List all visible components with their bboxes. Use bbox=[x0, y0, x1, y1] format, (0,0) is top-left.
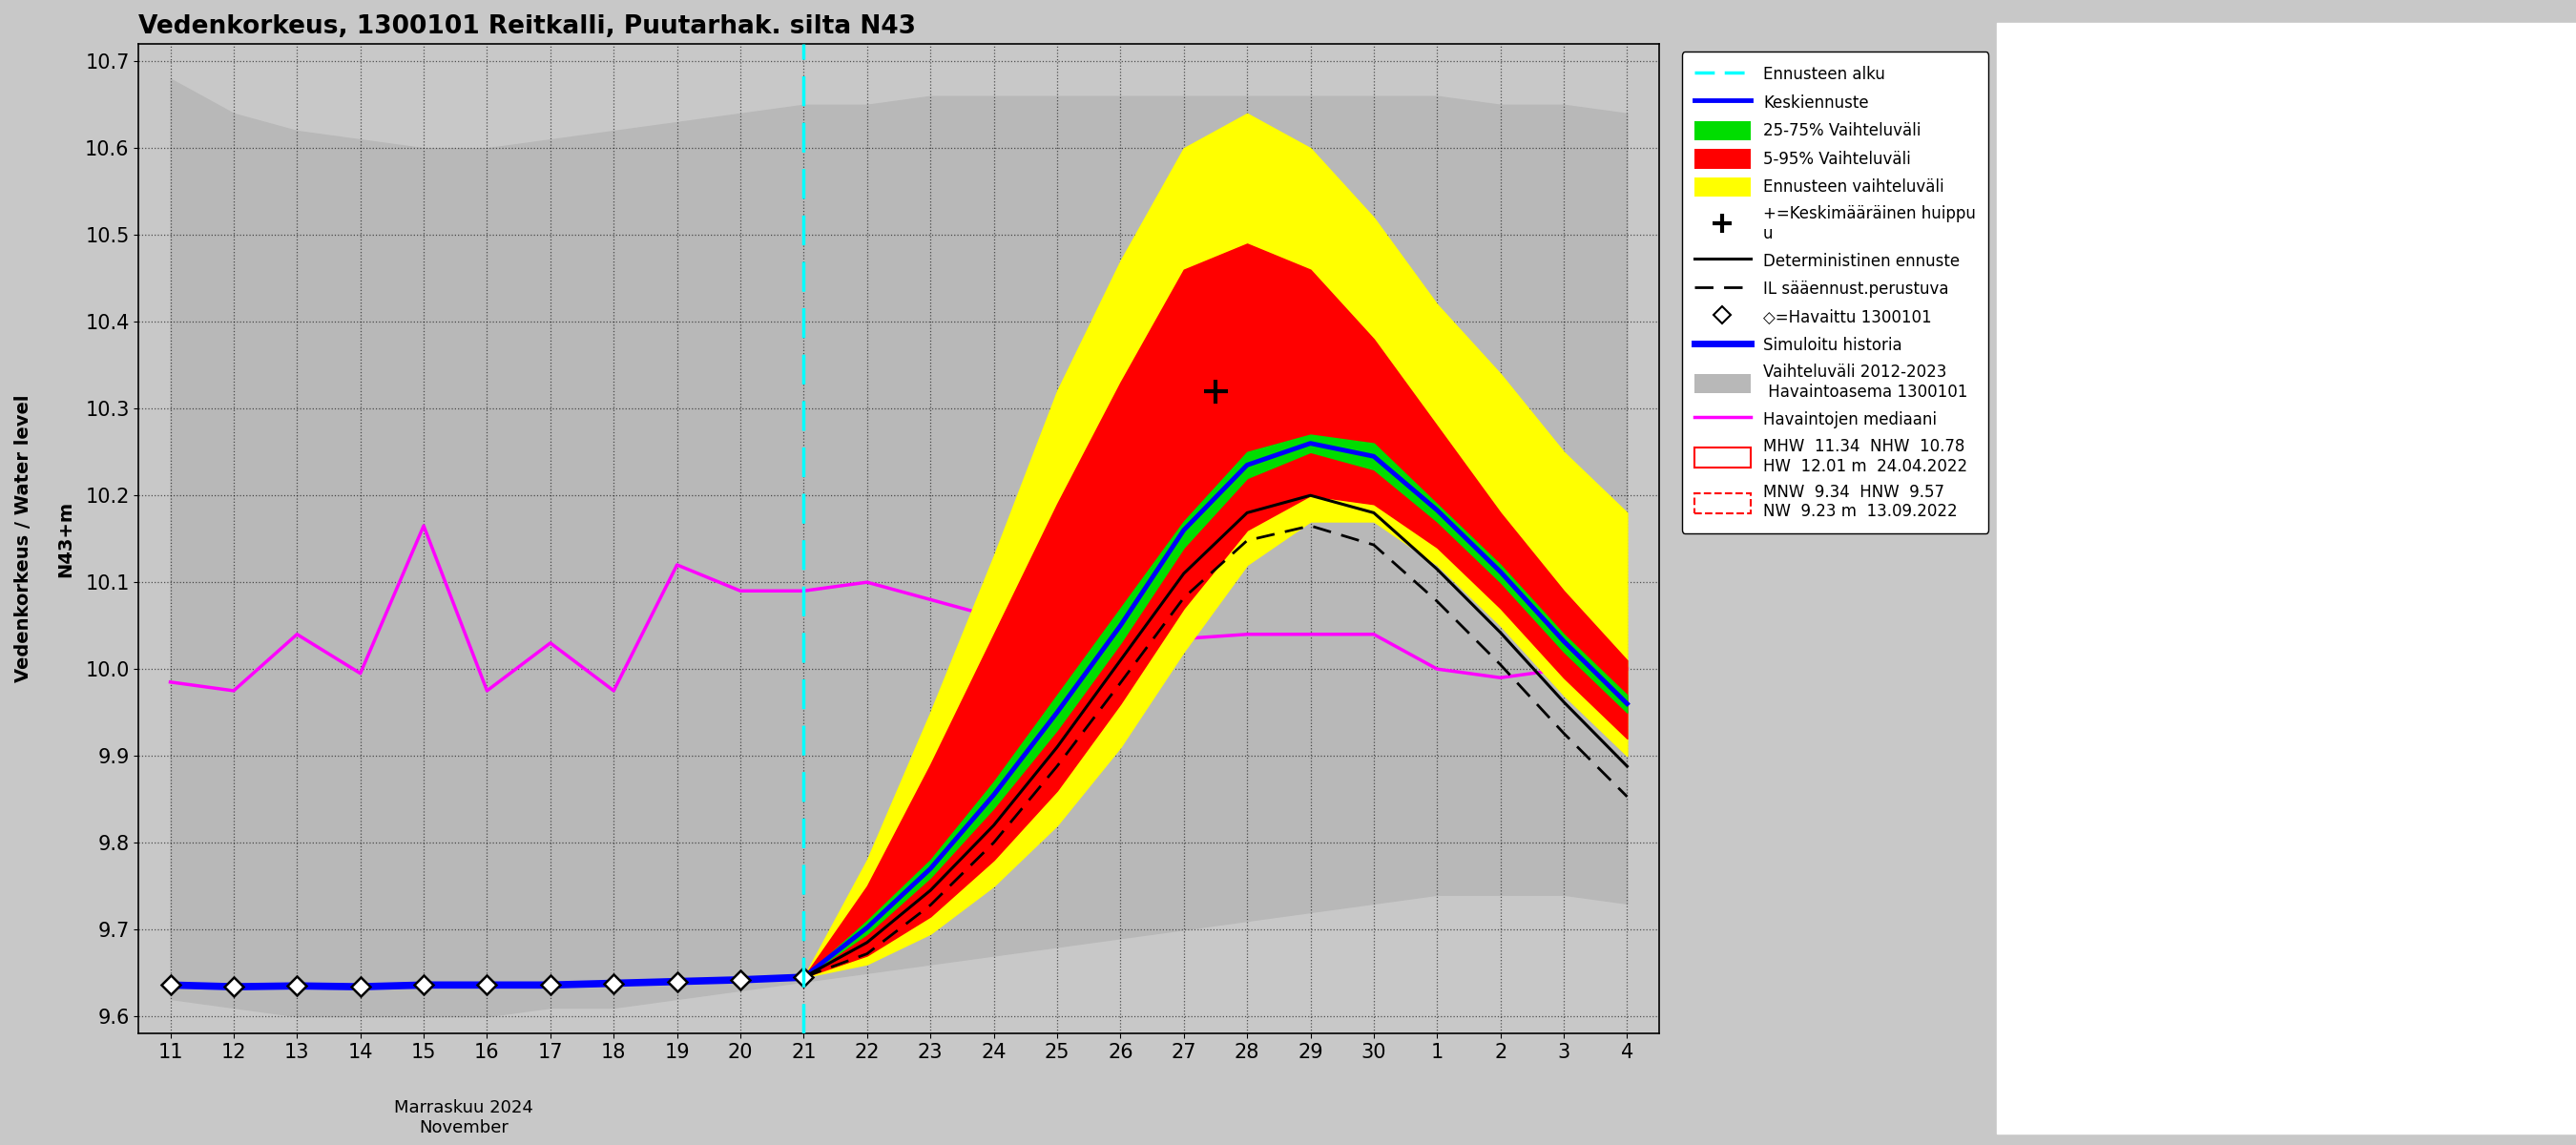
Legend: Ennusteen alku, Keskiennuste, 25-75% Vaihteluväli, 5-95% Vaihteluväli, Ennusteen: Ennusteen alku, Keskiennuste, 25-75% Vai… bbox=[1682, 52, 1989, 534]
Text: Marraskuu 2024
November: Marraskuu 2024 November bbox=[394, 1099, 533, 1136]
Y-axis label: Vedenkorkeus / Water level

N43+m: Vedenkorkeus / Water level N43+m bbox=[15, 395, 75, 682]
Text: 21-Nov-2024  12:19  WSFS-O: 21-Nov-2024 12:19 WSFS-O bbox=[2267, 1116, 2499, 1134]
Text: Vedenkorkeus, 1300101 Reitkalli, Puutarhak. silta N43: Vedenkorkeus, 1300101 Reitkalli, Puutarh… bbox=[139, 14, 917, 39]
